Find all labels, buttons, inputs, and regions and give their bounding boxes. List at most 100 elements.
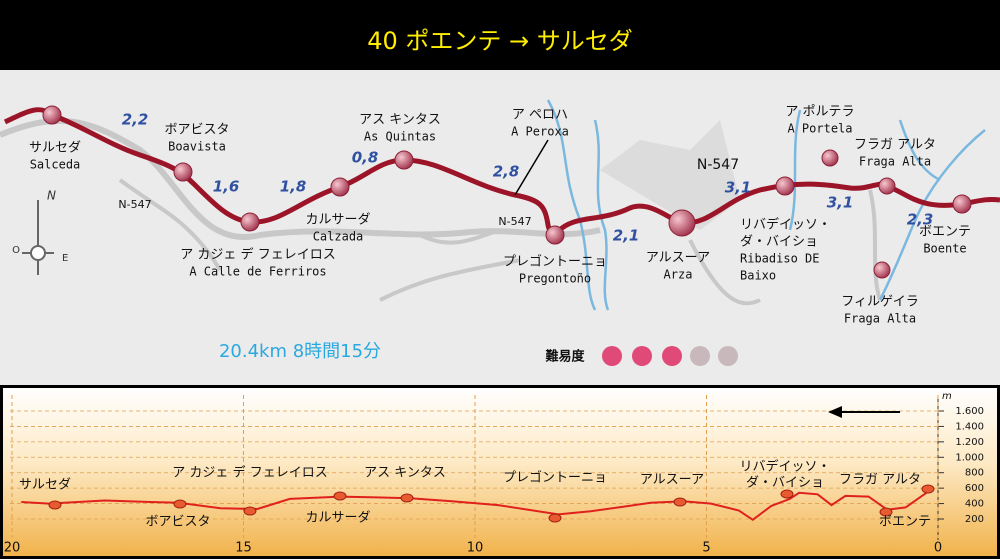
place-marker: [775, 176, 795, 196]
x-tick-label: 10: [467, 541, 484, 556]
place-name-en: A Peroxa: [511, 125, 569, 139]
elevation-line: [21, 490, 930, 522]
place-marker: [821, 149, 839, 167]
profile-label: プレゴントーニョ: [503, 470, 607, 486]
y-tick-label: 1.400: [955, 421, 984, 432]
segment-distance: 2,8: [493, 163, 520, 181]
profile-marker: [780, 489, 794, 499]
place-name-en: Fraga Alta: [844, 312, 916, 326]
place-marker: [668, 209, 696, 237]
profile-marker: [243, 506, 257, 516]
y-tick-label: 1.600: [955, 406, 984, 417]
profile-label: ボエンテ: [879, 515, 931, 530]
segment-distance: 3,1: [827, 194, 854, 212]
roads: [0, 117, 882, 306]
road-label: N-547: [118, 198, 151, 211]
road-label: N-547: [498, 215, 531, 228]
place-marker: [173, 162, 193, 182]
place-marker: [878, 177, 896, 195]
x-tick-label: 15: [235, 541, 252, 556]
map-area: [0, 70, 1000, 385]
place-marker: [873, 261, 891, 279]
profile-label: フラガ アルタ: [839, 473, 921, 488]
place-name-en: Pregontoño: [519, 272, 591, 286]
place-name-en: A Portela: [787, 122, 852, 136]
place-name-en: Calzada: [313, 230, 364, 244]
place-name-en: Baixo: [740, 269, 776, 283]
title: 40 ポエンテ → サルセダ: [367, 27, 633, 55]
place-name-ja: サルセダ: [29, 141, 81, 156]
place-name-en: A Calle de Ferriros: [189, 265, 326, 279]
difficulty-icons: [602, 346, 738, 366]
profile-label: アルスーア: [640, 473, 704, 488]
summary: 20.4km 8時間15分: [219, 341, 381, 362]
place-name-ja: ボアビスタ: [164, 123, 229, 138]
place-marker: [952, 194, 972, 214]
segment-distance: 2,3: [907, 211, 934, 229]
place-name-ja: ダ・バイショ: [740, 235, 818, 250]
place-marker: [394, 150, 414, 170]
compass: [22, 200, 54, 275]
place-name-en: Boente: [923, 242, 966, 256]
place-marker: [330, 177, 350, 197]
segment-distance: 0,8: [352, 149, 379, 167]
segment-distance: 2,2: [122, 111, 149, 129]
profile-marker: [333, 491, 347, 501]
place-name-en: Salceda: [30, 158, 81, 172]
place-name-ja: フィルゲイラ: [841, 295, 918, 310]
profile-label: リバデイッソ・: [739, 459, 830, 475]
arrow-head: [828, 406, 842, 418]
profile-marker: [548, 513, 562, 523]
place-marker: [42, 105, 62, 125]
profile: 1.600 1.400 1.200 1.000 800 600 400 200 m 20 15 10 5…: [4, 391, 984, 556]
profile-marker: [48, 500, 62, 510]
profile-panel: [1, 386, 999, 558]
x-tick-label: 20: [4, 541, 21, 556]
place-name-ja: ボエンテ: [919, 225, 971, 240]
place-name-ja: アス キンタス: [359, 113, 441, 128]
place-name-ja: ア カジェ デ フェレイロス: [180, 247, 335, 263]
profile-label: ボアビスタ: [145, 515, 210, 530]
y-tick-label: 1.200: [955, 437, 984, 448]
place-name-ja: ア ポルテラ: [785, 105, 854, 120]
place-name-ja: フラガ アルタ: [854, 138, 936, 153]
y-tick-label: 1.000: [955, 452, 984, 463]
place-name-en: Fraga Alta: [859, 155, 931, 169]
place-name-ja: プレゴントーニョ: [503, 254, 607, 270]
profile-marker: [673, 497, 687, 507]
place-name-ja: リバデイッソ・: [740, 217, 831, 233]
place-marker: [240, 212, 260, 232]
place-name-ja: カルサーダ: [305, 213, 370, 228]
profile-label: カルサーダ: [305, 511, 370, 526]
x-tick-label: 5: [702, 541, 710, 556]
x-tick-label: 0: [934, 541, 942, 556]
compass-e: E: [62, 253, 68, 264]
place-name-en: Ribadiso DE: [740, 252, 819, 266]
compass-n: N: [47, 189, 56, 203]
profile-marker: [400, 493, 414, 503]
road-label: N-547: [697, 157, 739, 173]
profile-marker: [173, 499, 187, 509]
profile-label: アス キンタス: [364, 466, 446, 481]
y-tick-label: 800: [965, 468, 984, 479]
place-name-en: Arza: [664, 268, 693, 282]
difficulty-label: 難易度: [545, 349, 585, 365]
y-unit: m: [942, 391, 952, 402]
profile-label: サルセダ: [19, 478, 71, 493]
compass-w: O: [12, 245, 20, 256]
profile-label: ダ・バイショ: [746, 476, 824, 491]
segment-distance: 1,6: [213, 178, 240, 196]
place-name-en: As Quintas: [364, 130, 436, 144]
segment-distance: 1,8: [280, 178, 307, 196]
place-name-en: Boavista: [168, 140, 226, 154]
y-tick-label: 400: [965, 499, 984, 510]
y-tick-label: 600: [965, 483, 984, 494]
y-tick-label: 200: [965, 514, 984, 525]
profile-label: ア カジェ デ フェレイロス: [172, 465, 327, 481]
profile-marker: [921, 484, 935, 494]
profile-marker: [879, 507, 893, 517]
place-name-ja: ア ペロハ: [512, 108, 568, 123]
place-marker: [545, 225, 565, 245]
place-name-ja: アルスーア: [646, 251, 710, 266]
